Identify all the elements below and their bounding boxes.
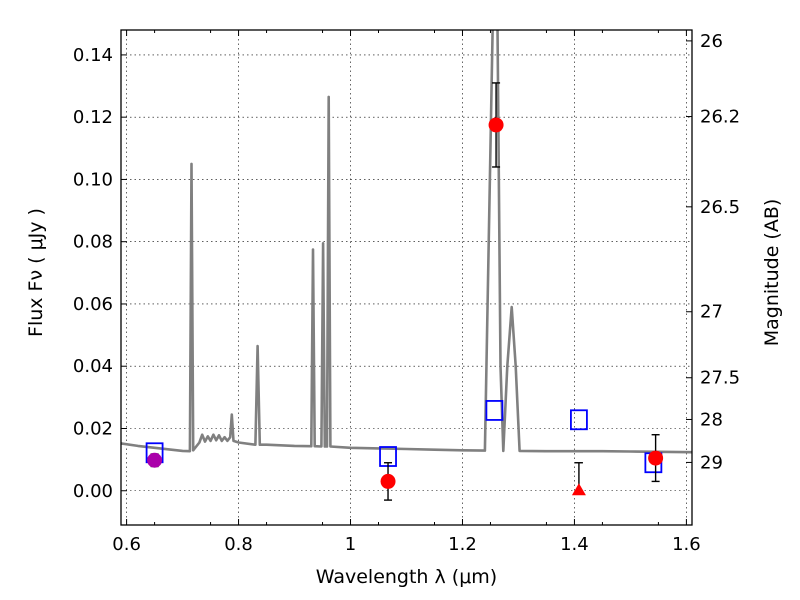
- x-tick-label: 1.6: [672, 534, 701, 555]
- y-tick-label: 0.10: [73, 169, 113, 190]
- observed-point: [380, 473, 396, 489]
- spectrum-line: [121, 30, 692, 454]
- x-tick-label: 1: [345, 534, 356, 555]
- x-axis-label: Wavelength λ (μm): [316, 566, 497, 588]
- right-tick-label: 27.5: [700, 368, 740, 389]
- data-markers: [145, 82, 664, 501]
- right-tick-label: 29: [700, 452, 723, 473]
- y-tick-label: 0.04: [73, 356, 113, 377]
- x-tick-label: 0.8: [224, 534, 253, 555]
- model-square-marker: [485, 400, 504, 421]
- upper-limit-triangle: [571, 483, 586, 496]
- plot-frame: [120, 29, 693, 526]
- right-tick-label: 26: [700, 31, 723, 52]
- right-tick-label: 28: [700, 409, 723, 430]
- y-tick-label: 0.06: [73, 294, 113, 315]
- y-tick-label: 0.08: [73, 232, 113, 253]
- observed-point: [488, 117, 504, 133]
- axis-ticks: 0.6 0.8 1 1.2 1.4 1.6 0.00 0.02 0.04 0.06 0.08 0.10…: [73, 30, 740, 555]
- y-axis-label: Flux Fν ( μJy ): [25, 208, 47, 337]
- x-tick-label: 0.6: [112, 534, 141, 555]
- x-tick-label: 1.4: [560, 534, 589, 555]
- grid: [121, 30, 692, 525]
- observed-point: [147, 452, 163, 468]
- right-axis-label: Magnitude (AB): [761, 199, 783, 347]
- right-tick-label: 26.2: [700, 107, 740, 128]
- y-tick-label: 0.12: [73, 107, 113, 128]
- x-tick-label: 1.2: [448, 534, 477, 555]
- model-square-marker: [570, 409, 588, 431]
- y-tick-label: 0.00: [73, 481, 113, 502]
- model-spectrum: [121, 30, 692, 454]
- y-tick-label: 0.14: [73, 45, 113, 66]
- observed-point: [648, 450, 664, 466]
- right-tick-label: 26.5: [700, 197, 740, 218]
- y-tick-label: 0.02: [73, 418, 113, 439]
- right-tick-label: 27: [700, 302, 723, 323]
